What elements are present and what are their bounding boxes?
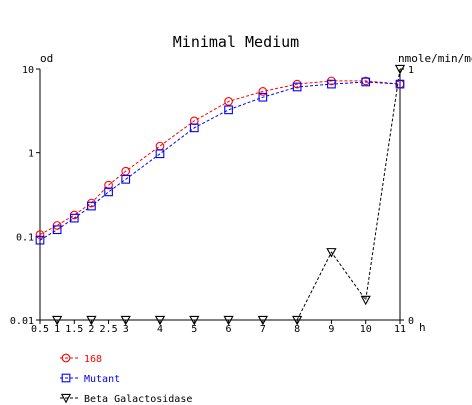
x-tick-label: 2: [88, 324, 94, 335]
data-point-2-8: [326, 248, 337, 258]
legend-marker-1: [61, 373, 71, 383]
x-tick-label: 1: [54, 324, 60, 335]
x-tick-label: 6: [226, 324, 232, 335]
series-line-1: [39, 81, 401, 241]
data-point-2-10: [394, 64, 406, 75]
right-tick-label: 1: [408, 65, 414, 76]
data-point-2-0: [52, 315, 63, 326]
right-axis-label: nmole/min/mg: [398, 52, 472, 65]
series-line-2: [57, 68, 401, 321]
data-point-1-1: [52, 225, 62, 235]
data-point-0-7: [189, 116, 199, 126]
data-point-1-7: [189, 123, 199, 133]
x-tick-label: 2.5: [100, 324, 118, 335]
left-tick-label: 0.01: [10, 316, 34, 327]
chart-title: Minimal Medium: [173, 33, 299, 51]
data-point-1-6: [155, 149, 165, 159]
data-point-2-9: [360, 295, 371, 306]
data-point-2-1: [86, 315, 97, 326]
data-point-1-9: [258, 92, 268, 102]
x-tick-label: 11: [394, 324, 406, 335]
x-tick-label: 1.5: [65, 324, 83, 335]
data-point-2-6: [257, 315, 268, 326]
left-tick-label: 0.1: [16, 232, 34, 243]
legend-label-2: Beta Galactosidase: [84, 394, 192, 405]
x-tick-label: 0.5: [31, 324, 49, 335]
data-point-1-4: [104, 187, 113, 197]
left-tick-label: 1: [28, 149, 34, 160]
left-axis-label: od: [40, 52, 53, 65]
series-markers: [35, 64, 406, 326]
data-point-1-0: [35, 235, 45, 245]
x-tick-label: 4: [157, 324, 163, 335]
data-point-1-3: [87, 201, 96, 211]
data-point-1-12: [361, 77, 371, 87]
data-point-0-9: [258, 87, 268, 96]
data-point-1-13: [395, 79, 405, 89]
data-point-1-11: [327, 79, 336, 89]
legend-marker-2: [60, 393, 72, 404]
right-tick-label: 0: [408, 316, 414, 327]
legend-marker-0: [61, 353, 71, 363]
data-point-1-8: [224, 105, 233, 115]
data-point-0-4: [104, 180, 113, 190]
data-point-1-2: [69, 213, 79, 223]
x-tick-label: 5: [191, 324, 197, 335]
x-tick-label: 7: [260, 324, 266, 335]
data-point-1-5: [121, 174, 131, 184]
data-point-2-4: [189, 315, 200, 326]
legend-label-1: Mutant: [84, 374, 120, 385]
series-line-0: [39, 80, 401, 236]
data-point-2-5: [223, 315, 234, 326]
data-point-2-7: [292, 315, 303, 326]
series-lines: [39, 68, 401, 321]
left-tick-label: 10: [22, 65, 34, 76]
legend: 168 Mutant Beta Galactosidase: [60, 353, 192, 405]
data-point-0-8: [224, 97, 233, 106]
data-point-0-6: [155, 141, 165, 151]
x-tick-label: 10: [360, 324, 372, 335]
data-point-0-0: [35, 230, 45, 239]
x-tick-label: 3: [123, 324, 129, 335]
data-point-2-2: [120, 315, 131, 326]
x-tick-label: 9: [328, 324, 334, 335]
x-unit-label: h: [419, 321, 426, 334]
x-tick-label: 8: [294, 324, 300, 335]
legend-label-0: 168: [84, 354, 102, 365]
data-point-2-3: [154, 315, 166, 326]
data-point-1-10: [292, 82, 302, 92]
